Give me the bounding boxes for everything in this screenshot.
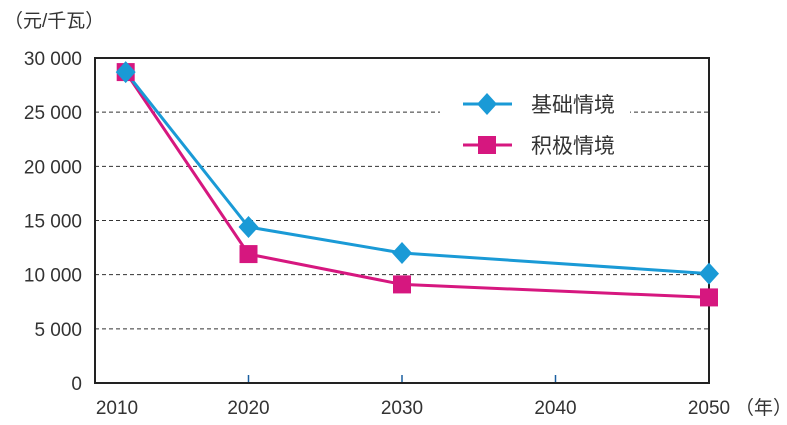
data-point-square bbox=[239, 245, 258, 264]
legend-label: 积极情境 bbox=[531, 135, 615, 158]
y-tick-label: 5 000 bbox=[34, 320, 82, 341]
x-tick-label: 2030 bbox=[381, 398, 423, 419]
data-point-diamond bbox=[115, 61, 136, 84]
data-point-diamond bbox=[699, 262, 719, 285]
x-tick-label: 2010 bbox=[96, 398, 138, 419]
legend-label: 基础情境 bbox=[531, 94, 615, 117]
plot-frame bbox=[94, 57, 710, 384]
x-tick-label: 2020 bbox=[227, 398, 269, 419]
x-tick-label: 2050 bbox=[688, 398, 730, 419]
y-tick-label: 10 000 bbox=[24, 266, 82, 287]
series-line bbox=[124, 71, 710, 299]
y-tick-label: 30 000 bbox=[24, 49, 82, 70]
legend-background bbox=[440, 80, 630, 162]
y-tick-label: 0 bbox=[71, 374, 82, 395]
x-axis-label: （年） bbox=[735, 397, 787, 419]
y-tick-label: 25 000 bbox=[24, 103, 82, 124]
y-axis-label: （元/千瓦） bbox=[4, 10, 104, 32]
data-point-square bbox=[700, 288, 718, 307]
data-point-square bbox=[393, 275, 411, 294]
legend-marker bbox=[478, 136, 496, 154]
x-tick-label: 2040 bbox=[534, 398, 576, 419]
series-line bbox=[124, 71, 710, 276]
data-point-diamond bbox=[238, 216, 259, 238]
y-tick-label: 20 000 bbox=[24, 157, 82, 178]
y-tick-label: 15 000 bbox=[24, 212, 82, 233]
data-point-diamond bbox=[392, 242, 412, 264]
legend-marker bbox=[477, 93, 497, 115]
